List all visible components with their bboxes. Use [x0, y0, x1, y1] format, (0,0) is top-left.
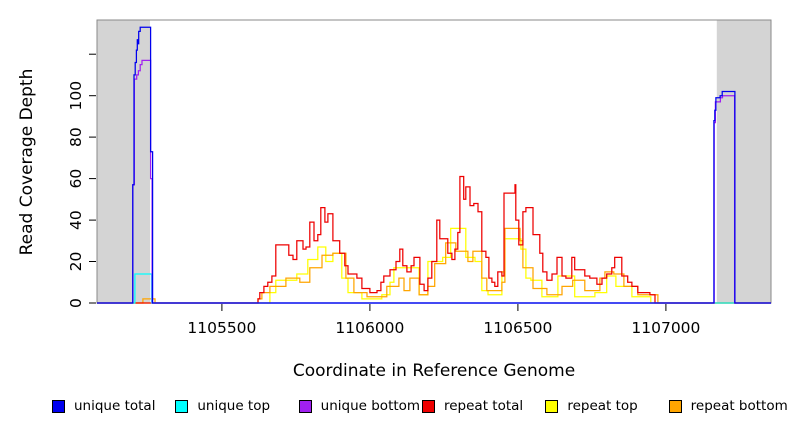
y-tick-label: 20 [67, 252, 85, 272]
legend-item-repeat-bottom: repeat bottom [668, 398, 792, 414]
legend: unique total unique top unique bottom re… [52, 398, 792, 414]
legend-label: repeat total [443, 398, 524, 414]
x-tick-label: 1106500 [483, 319, 552, 337]
plot-box [96, 19, 772, 304]
series-unique-total [97, 26, 771, 304]
legend-label: unique bottom [320, 398, 421, 414]
legend-label: unique total [74, 398, 156, 414]
shaded-repeat-region [97, 20, 150, 303]
x-axis-label: Coordinate in Reference Genome [292, 361, 576, 381]
unique-top-swatch-icon [175, 399, 189, 413]
legend-item-repeat-top: repeat top [545, 398, 668, 414]
legend-label: unique top [197, 398, 271, 414]
legend-label: repeat top [567, 398, 638, 414]
y-tick-label: 40 [67, 210, 85, 230]
legend-item-unique-top: unique top [175, 398, 298, 414]
series-repeat-top [97, 227, 771, 304]
unique-total-swatch-icon [52, 399, 65, 413]
unique-bottom-swatch-icon [298, 399, 312, 413]
y-tick-label: 100 [67, 81, 85, 111]
y-axis-label: Read Coverage Depth [17, 68, 37, 256]
legend-item-unique-bottom: unique bottom [298, 398, 422, 414]
x-tick-label: 1106000 [335, 319, 404, 337]
repeat-total-swatch-icon [421, 399, 435, 413]
repeat-top-swatch-icon [545, 399, 559, 413]
series-unique-bottom [97, 59, 771, 304]
shaded-repeat-region [716, 20, 771, 303]
y-tick-label: 0 [67, 298, 85, 308]
y-tick-label: 80 [67, 127, 85, 147]
series-repeat-total [97, 175, 771, 304]
legend-item-unique-total: unique total [52, 398, 175, 414]
x-tick-label: 1107000 [631, 319, 700, 337]
series-unique-top [97, 273, 771, 304]
legend-item-repeat-total: repeat total [421, 398, 545, 414]
series-repeat-bottom [97, 227, 771, 304]
legend-label: repeat bottom [690, 398, 788, 414]
y-tick-label: 60 [67, 169, 85, 189]
x-tick-label: 1105500 [187, 319, 256, 337]
repeat-bottom-swatch-icon [668, 399, 682, 413]
